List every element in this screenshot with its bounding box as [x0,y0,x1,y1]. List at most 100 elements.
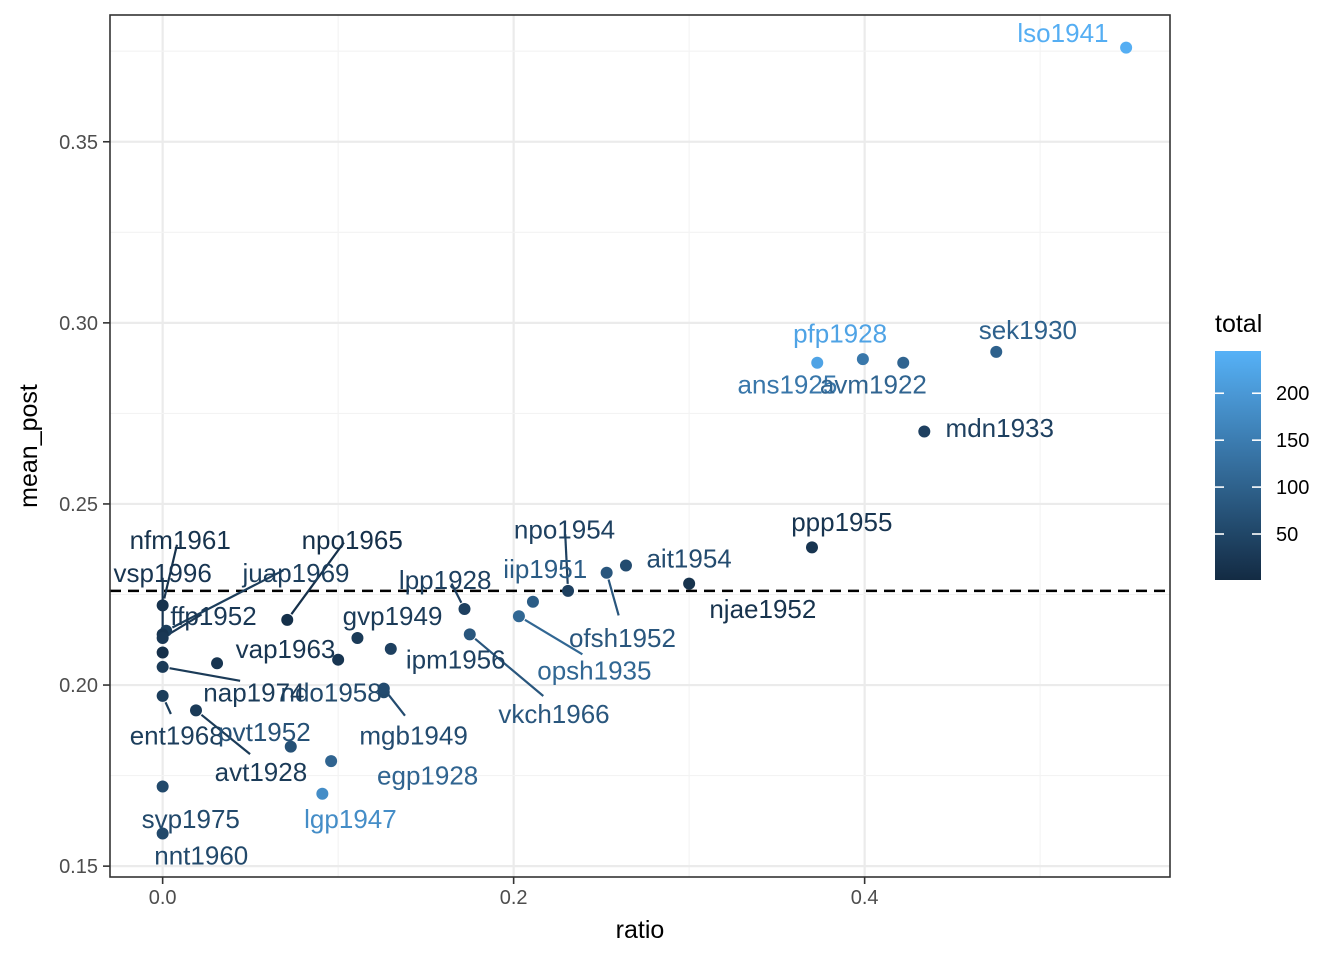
point-label-ipm1956: ipm1956 [406,645,506,675]
point-label-vsp1996: vsp1996 [113,558,211,588]
data-point-npo1954 [562,584,575,597]
data-point-ppp1955 [805,541,818,554]
point-label-mgb1949: mgb1949 [359,721,467,751]
data-point-pfp1928 [811,356,824,369]
point-label-opsh1935: opsh1935 [537,656,651,686]
data-point-egp1928 [325,755,338,768]
point-label-vkch1966: vkch1966 [498,699,609,729]
legend-tick-label: 200 [1276,383,1309,405]
label-leader-ffp1952 [168,613,203,636]
data-point-npo1965 [281,613,294,626]
label-leader-npo1965 [290,541,345,615]
y-tick-label: 0.15 [59,856,98,878]
point-label-nap1974: nap1974 [203,677,304,707]
axes: 0.0 0.2 0.4 0.15 0.20 0.25 0.30 0.35 [59,132,878,909]
point-label-ffp1952: ffp1952 [170,601,256,631]
data-point-njae1952 [683,577,696,590]
data-point-iip1951 [526,595,539,608]
legend-tick-label: 150 [1276,430,1309,452]
data-point-lso1941 [1120,41,1133,54]
point-label-pfp1928: pfp1928 [793,319,887,349]
point-label-nfm1961: nfm1961 [130,525,231,555]
point-label-svp1975: svp1975 [142,804,240,834]
x-tick-label: 0.0 [149,887,177,909]
data-point-sek1930 [990,345,1003,358]
label-leader-nfm1961 [163,544,179,599]
data-point-opsh1935 [512,610,525,623]
point-label-juap1969: juap1969 [242,558,350,588]
data-point-unlabeled-34 [211,657,224,670]
data-points [156,41,1133,840]
data-point-ipm1956 [384,642,397,655]
legend-colorbar [1215,351,1261,580]
label-leaders [161,534,620,756]
data-point-avm1922 [897,356,910,369]
point-label-lgp1947: lgp1947 [304,804,397,834]
data-point-svp1975 [156,780,169,793]
x-tick-label: 0.4 [851,887,879,909]
label-leader-ent1968 [164,701,172,715]
point-label-lpp1928: lpp1928 [399,565,492,595]
y-tick-label: 0.30 [59,313,98,335]
point-label-sek1930: sek1930 [979,315,1077,345]
point-label-npo1954: npo1954 [514,514,615,544]
data-point-vkch1966 [463,628,476,641]
point-label-pvt1952: pvt1952 [218,717,311,747]
data-point-gvp1949 [351,631,364,644]
point-label-npo1965: npo1965 [302,525,403,555]
color-legend: total 50 100 150 200 [1215,310,1309,580]
data-point-nnt1960 [156,827,169,840]
label-leader-juap1969 [171,569,285,629]
data-point-lgp1947 [316,787,329,800]
data-point-mgb1949 [377,682,390,695]
legend-title: total [1215,310,1262,338]
y-tick-label: 0.20 [59,675,98,697]
point-label-ppp1955: ppp1955 [791,507,892,537]
data-point-ent1968 [156,689,169,702]
label-leader-nap1974 [169,667,241,682]
point-label-vap1963: vap1963 [236,634,336,664]
data-point-nfm1961 [156,599,169,612]
point-label-mdn1933: mdn1933 [946,413,1054,443]
data-point-nap1974 [156,660,169,673]
y-tick-label: 0.35 [59,132,98,154]
y-axis-title: mean_post [15,384,43,508]
point-label-gvp1949: gvp1949 [343,601,443,631]
y-tick-label: 0.25 [59,494,98,516]
label-leader-npo1954 [564,534,569,584]
point-label-ndo1958: ndo1958 [281,677,382,707]
point-label-nnt1960: nnt1960 [154,840,248,870]
data-point-mdn1933 [918,425,931,438]
point-label-ans1925: ans1925 [738,369,838,399]
legend-tick-label: 50 [1276,524,1298,546]
data-point-ans1925 [856,353,869,366]
label-leader-opsh1935 [524,618,583,656]
data-point-ofsh1952 [600,566,613,579]
data-point-vap1963 [332,653,345,666]
data-point-avt1928 [189,704,202,717]
label-leader-mgb1949 [387,693,406,717]
point-label-ait1954: ait1954 [646,543,731,573]
point-label-njae1952: njae1952 [709,594,816,624]
data-point-unlabeled-33 [156,646,169,659]
point-label-lso1941: lso1941 [1017,18,1108,48]
point-label-ofsh1952: ofsh1952 [569,623,676,653]
data-point-lpp1928 [458,602,471,615]
data-point-pvt1952 [284,740,297,753]
point-label-iip1951: iip1951 [503,554,587,584]
x-tick-label: 0.2 [500,887,528,909]
point-label-ent1968: ent1968 [130,721,224,751]
label-leader-lpp1928 [450,582,463,604]
point-label-avm1922: avm1922 [820,369,927,399]
data-point-ait1954 [619,559,632,572]
data-point-ffp1952 [156,631,169,644]
x-axis-title: ratio [616,916,665,944]
label-leader-avt1928 [200,713,251,756]
label-leader-ofsh1952 [607,579,620,616]
legend-tick-label: 100 [1276,477,1309,499]
point-label-avt1928: avt1928 [215,757,308,787]
panel-border [109,14,1171,878]
